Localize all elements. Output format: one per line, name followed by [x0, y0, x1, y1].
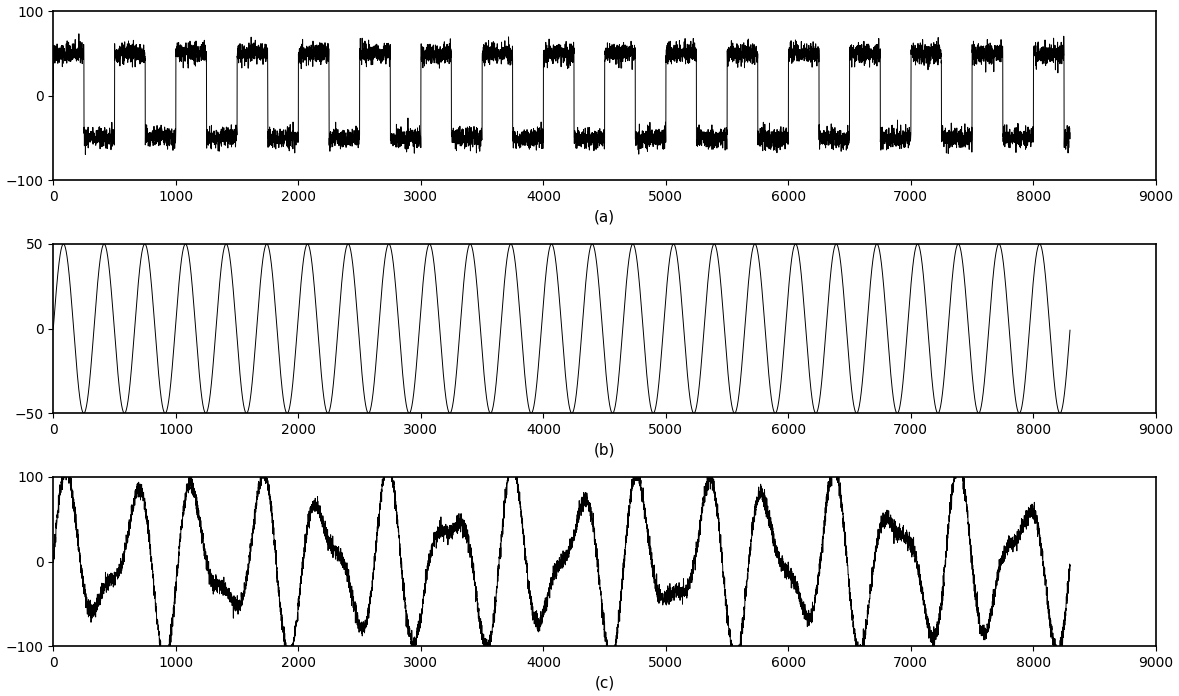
X-axis label: (a): (a): [594, 209, 615, 225]
X-axis label: (c): (c): [594, 675, 614, 690]
X-axis label: (b): (b): [594, 443, 615, 457]
